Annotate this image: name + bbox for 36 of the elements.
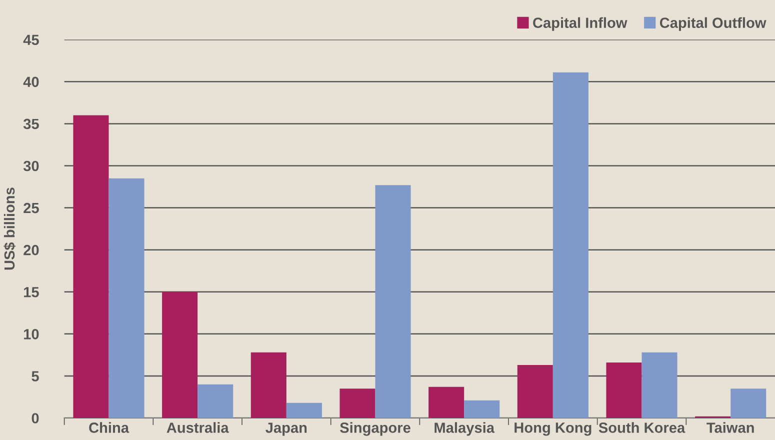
y-tick-label: 40 <box>23 76 39 88</box>
bar <box>730 388 766 418</box>
bar <box>375 185 411 418</box>
bar <box>286 402 322 418</box>
x-tick-label: Australia <box>166 422 229 433</box>
bar <box>340 388 376 418</box>
bar <box>198 384 234 418</box>
x-tick-label: China <box>89 422 130 433</box>
x-tick-label: Hong Kong <box>514 422 592 436</box>
x-tick-label: Japan <box>266 422 307 436</box>
y-tick-label: 20 <box>24 244 39 256</box>
bar <box>73 115 109 418</box>
y-tick-label: 0 <box>32 413 39 424</box>
y-tick-label: 5 <box>32 371 39 382</box>
y-tick-label: 30 <box>23 160 39 172</box>
legend-label: Capital Outflow <box>660 17 766 31</box>
x-tick-label: South Korea <box>598 422 686 433</box>
legend-label: Capital Inflow <box>533 17 628 31</box>
y-tick-label: 15 <box>24 287 39 298</box>
bar <box>108 178 144 418</box>
y-tick-label: 45 <box>23 34 39 46</box>
y-tick-label: 10 <box>24 329 39 340</box>
y-tick-label: 25 <box>24 202 39 214</box>
bar <box>552 72 588 418</box>
bar <box>606 362 642 418</box>
x-tick-label: Taiwan <box>706 422 754 433</box>
x-tick-label: Singapore <box>340 422 410 436</box>
bar <box>464 400 500 418</box>
y-axis-title: US$ billions <box>4 188 16 270</box>
bar <box>162 292 198 418</box>
bar <box>642 352 678 418</box>
bar <box>428 386 464 418</box>
bar <box>250 352 286 418</box>
x-tick-label: Malaysia <box>434 422 495 436</box>
bar <box>517 365 553 418</box>
y-tick-label: 35 <box>23 118 39 130</box>
